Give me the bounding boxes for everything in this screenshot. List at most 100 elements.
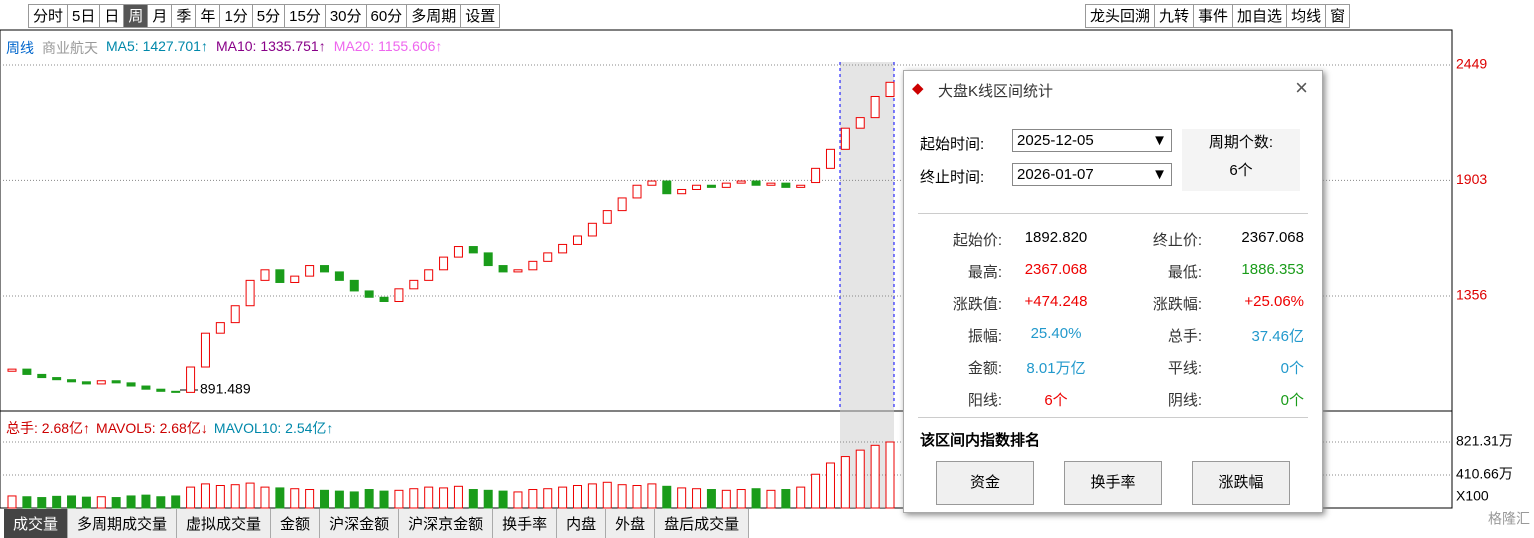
volume-bar [766, 489, 776, 509]
start-select[interactable]: 2025-12-05 ▼ [1012, 129, 1172, 152]
volume-bar [67, 495, 77, 509]
volume-bar [305, 489, 315, 509]
stat-label: 平线: [1167, 360, 1202, 377]
candle-body [141, 385, 151, 390]
candle-body [617, 197, 627, 212]
volume-bar [706, 489, 716, 509]
volume-bar [498, 490, 508, 509]
candle-body [349, 279, 359, 292]
tabs: 成交量 多周期成交量 虚拟成交量 金额 沪深金额 沪深京金额 换手率 内盘 外盘 盘后成交量 [4, 509, 750, 538]
candle-body [811, 167, 821, 184]
volume-bar [394, 489, 404, 509]
toolbar-button[interactable]: 事件 [1193, 4, 1233, 28]
candle-body [885, 81, 895, 97]
volume-legend-item: MAVOL5: 2.68亿↓ [96, 420, 208, 436]
tab[interactable]: 外盘 [606, 509, 656, 538]
candle-body [364, 290, 374, 298]
volume-bar [453, 485, 463, 509]
stat-value: 0个 [1280, 392, 1304, 409]
volume-bar [245, 482, 255, 509]
candle-body [111, 380, 121, 384]
tab[interactable]: 沪深京金额 [399, 509, 494, 538]
candle-body [424, 269, 434, 281]
tab[interactable]: 虚拟成交量 [177, 509, 272, 538]
toolbar-button[interactable]: 30分 [324, 4, 366, 28]
tab[interactable]: 金额 [271, 509, 321, 538]
volume-bar [349, 491, 359, 509]
rank-button[interactable]: 资金 [936, 461, 1034, 505]
stat-label: 振幅: [967, 328, 1002, 345]
watermark: 格隆汇 [1488, 511, 1530, 527]
ma5: MA5: 1427.701↑ [106, 38, 208, 54]
volume-bar [37, 497, 47, 509]
toolbar-button[interactable]: 15分 [284, 4, 325, 28]
tab[interactable]: 多周期成交量 [68, 509, 178, 538]
toolbar-button[interactable]: 分时 [28, 4, 68, 28]
toolbar-button[interactable]: 多周期 [406, 4, 461, 28]
candle-body [126, 382, 136, 387]
candle-body [677, 188, 687, 195]
tab[interactable]: 内盘 [557, 509, 607, 538]
end-select[interactable]: 2026-01-07 ▼ [1012, 163, 1172, 186]
candle-body [22, 368, 32, 375]
price-tick-label: 2449 [1456, 56, 1487, 72]
volume-bar [22, 496, 32, 509]
toolbar-button[interactable]: 龙头回溯 [1085, 4, 1155, 28]
volume-bar [215, 484, 225, 509]
volume-legend-item: 总手: 2.68亿↑ [6, 420, 91, 436]
tab[interactable]: 沪深金额 [320, 509, 400, 538]
rank-button[interactable]: 涨跌幅 [1192, 461, 1290, 505]
volume-bar [528, 489, 538, 509]
volume-bar [439, 487, 449, 509]
candle-body [439, 256, 449, 271]
toolbar-button[interactable]: 窗 [1325, 4, 1351, 28]
candle-body [215, 322, 225, 334]
ma20: MA20: 1155.606↑ [333, 38, 443, 54]
toolbar-button[interactable]: 5日 [67, 4, 100, 28]
toolbar-button[interactable]: 年 [195, 4, 220, 28]
close-button[interactable]: × [1295, 75, 1308, 100]
stat-value: 2367.068 [1024, 261, 1088, 278]
toolbar-button[interactable]: 周 [123, 4, 148, 28]
toolbar-button[interactable]: 加自选 [1232, 4, 1287, 28]
start-label: 起始时间: [920, 136, 985, 153]
volume-bar [52, 495, 62, 509]
toolbar-button[interactable]: 1分 [219, 4, 252, 28]
toolbar-button[interactable]: 月 [147, 4, 172, 28]
dialog-icon: ◆ [912, 80, 924, 97]
volume-bar [364, 489, 374, 509]
rank-button[interactable]: 换手率 [1064, 461, 1162, 505]
volume-bar [662, 485, 672, 509]
candle-body [245, 279, 255, 307]
stat-value: 0个 [1280, 360, 1304, 377]
volume-bar [543, 488, 553, 509]
toolbar-button[interactable]: 设置 [460, 4, 501, 28]
candle-body [171, 390, 181, 393]
volume-bar [200, 483, 210, 509]
toolbar-left: 分时 5日日周月季年 1分 5分 15分 30分 60分 多周期 设置 [28, 4, 501, 28]
volume-bar [617, 484, 627, 509]
candle-body [721, 182, 731, 188]
count-box: 周期个数: 6个 [1182, 129, 1300, 191]
toolbar-button[interactable]: 60分 [365, 4, 407, 28]
candle-body [394, 288, 404, 302]
candle-body [602, 210, 612, 224]
tab[interactable]: 成交量 [4, 509, 69, 538]
candle-body [840, 127, 850, 150]
price-tick-label: 1903 [1456, 171, 1487, 187]
stat-label: 金额: [967, 360, 1002, 377]
low-label: 891.489 [200, 381, 251, 397]
tab[interactable]: 换手率 [493, 509, 558, 538]
candle-body [81, 381, 91, 385]
tab[interactable]: 盘后成交量 [655, 509, 750, 538]
period: 周线 [6, 40, 34, 56]
toolbar-button[interactable]: 均线 [1286, 4, 1326, 28]
toolbar-button[interactable]: 季 [171, 4, 196, 28]
volume-bar [825, 462, 835, 509]
count-label: 周期个数: [1208, 134, 1274, 151]
toolbar-button[interactable]: 5分 [251, 4, 285, 28]
volume-bar [111, 497, 121, 509]
toolbar-button[interactable]: 九转 [1154, 4, 1194, 28]
volume-bar [483, 489, 493, 509]
toolbar-button[interactable]: 日 [99, 4, 124, 28]
